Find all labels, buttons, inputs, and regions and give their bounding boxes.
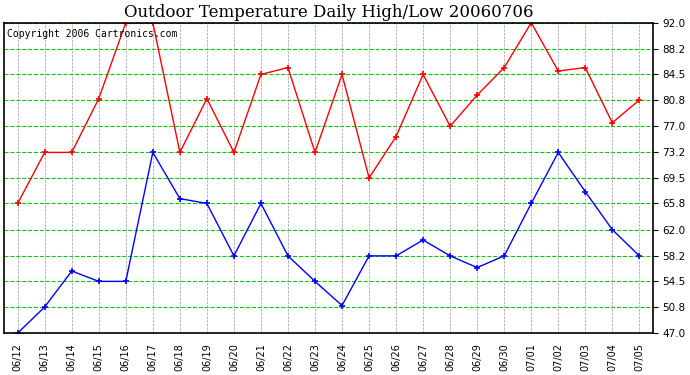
Title: Outdoor Temperature Daily High/Low 20060706: Outdoor Temperature Daily High/Low 20060… <box>124 4 533 21</box>
Text: Copyright 2006 Cartronics.com: Copyright 2006 Cartronics.com <box>8 29 178 39</box>
